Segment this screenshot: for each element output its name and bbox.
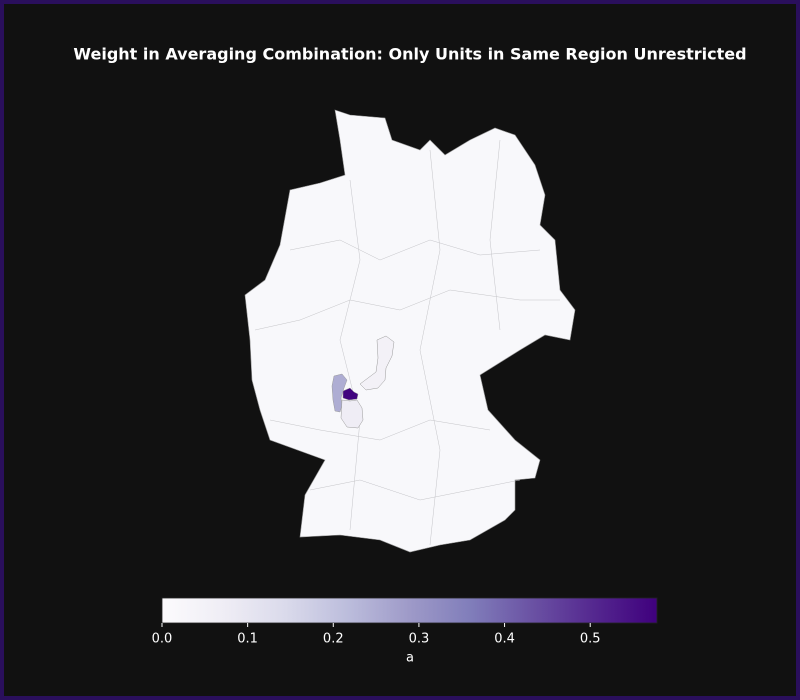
colorbar-tick-label: 0.0 (152, 632, 173, 647)
colorbar-tick-label: 0.3 (409, 632, 430, 647)
colorbar (161, 597, 658, 624)
regions (331, 335, 395, 429)
region (340, 399, 364, 429)
colorbar-tick-label: 0.4 (494, 632, 515, 647)
country-outline (244, 109, 576, 553)
region (342, 387, 359, 401)
colorbar-tick-label: 0.5 (580, 632, 601, 647)
district-lines (254, 139, 560, 546)
colorbar-tick-label: 0.1 (237, 632, 258, 647)
colorbar-label: a (406, 651, 414, 666)
colorbar-tick-label: 0.2 (323, 632, 344, 647)
region (359, 335, 395, 391)
chart-title: Weight in Averaging Combination: Only Un… (73, 45, 746, 64)
